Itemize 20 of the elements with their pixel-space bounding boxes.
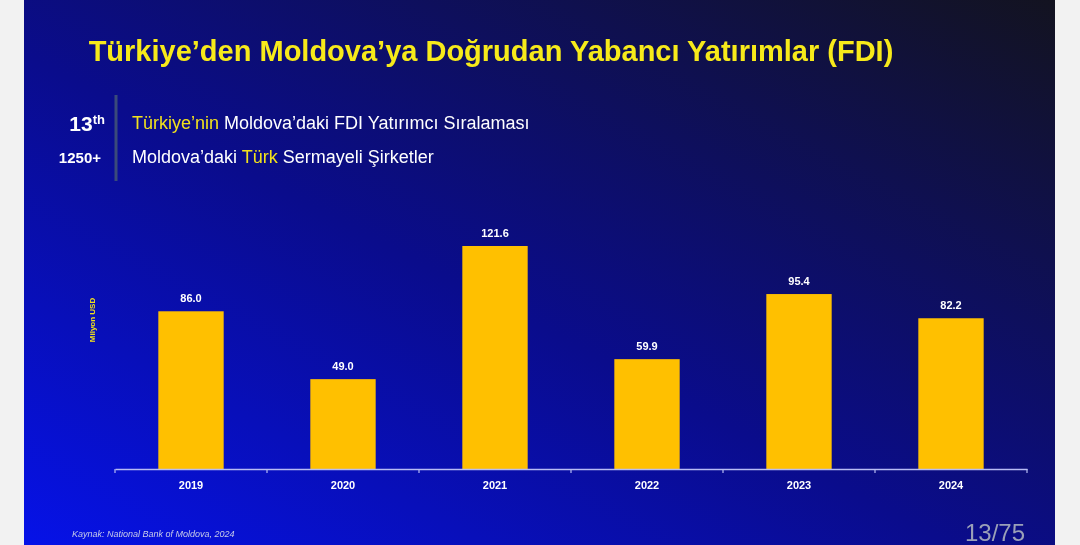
data-label: 95.4 [788, 275, 811, 288]
x-tick-label: 2023 [786, 478, 812, 491]
data-label: 121.6 [481, 227, 509, 239]
x-tick-label: 2021 [482, 478, 508, 491]
data-label: 59.9 [636, 340, 658, 353]
text: 13/75 [964, 519, 1025, 545]
x-tick-label: 2024 [938, 478, 965, 491]
text: Moldova’daki Türk Sermayeli Şirketler [132, 147, 434, 167]
data-label: 82.2 [940, 299, 962, 312]
chart-title: Türkiye’den Moldova’ya Doğrudan Yabancı Yatırımlar (FDI) [88, 35, 894, 67]
text: 1250+ [58, 149, 102, 166]
data-label: 49.0 [332, 360, 354, 373]
text: Kaynak: National Bank of Moldova, 2024 [72, 529, 235, 539]
text: 13$^{th}$ [69, 111, 106, 135]
data-label: 86.0 [180, 292, 202, 305]
x-tick-label: 2020 [330, 478, 356, 491]
y-axis-title: Milyon USD [88, 297, 97, 343]
x-tick-label: 2019 [178, 478, 204, 491]
text: Türkiye’nin Moldova’daki FDI Yatırımcı Sıralaması [132, 113, 530, 133]
x-tick-label: 2022 [634, 478, 660, 491]
